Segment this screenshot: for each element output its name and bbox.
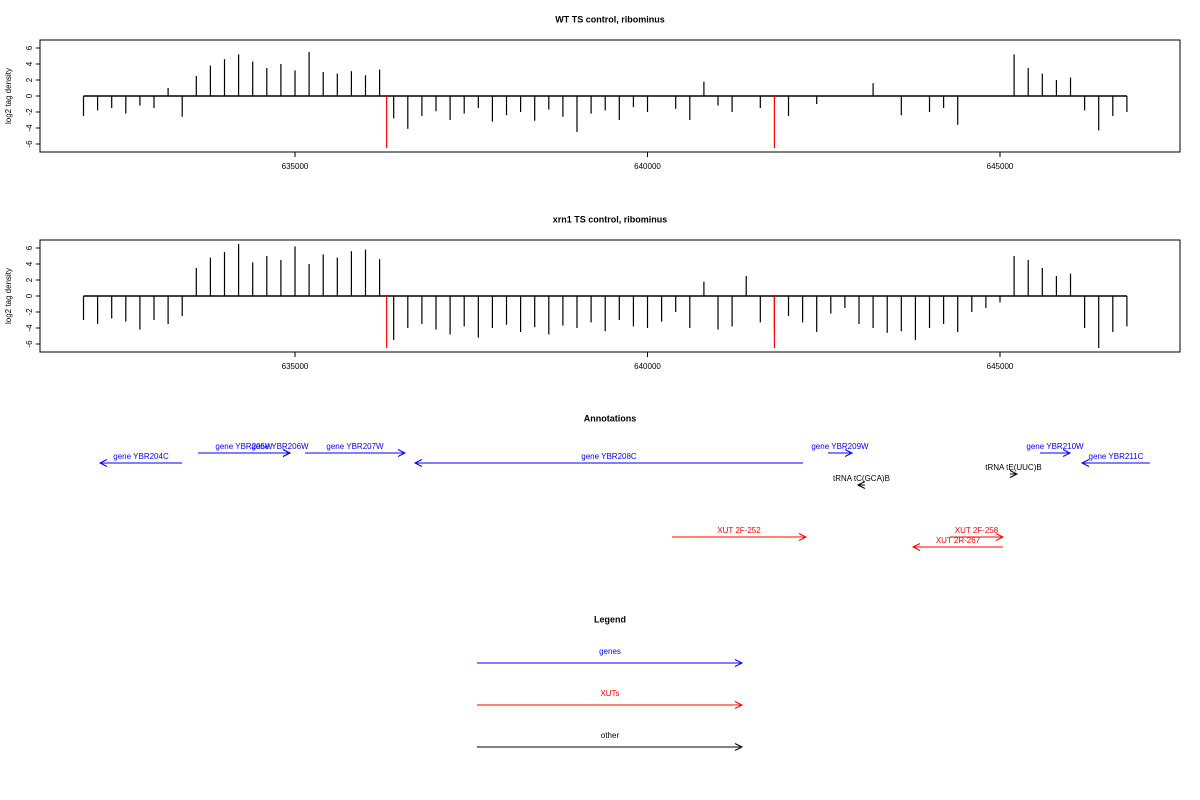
y-tick-label: -2	[25, 108, 34, 116]
feature-label: gene YBR205W	[215, 442, 273, 451]
y-tick-label: -6	[25, 340, 34, 348]
legend-label: XUTs	[600, 689, 619, 698]
chart-title: xrn1 TS control, ribominus	[553, 214, 668, 224]
feature-label: gene YBR204C	[113, 452, 169, 461]
annotations-title: Annotations	[584, 413, 637, 423]
y-tick-label: 4	[25, 61, 34, 66]
y-tick-label: 0	[25, 293, 34, 298]
feature-arrow	[305, 449, 407, 457]
feature-label: gene YBR208C	[581, 452, 637, 461]
feature-arrow	[413, 459, 803, 467]
feature-arrow	[856, 481, 866, 489]
y-axis-label: log2 tag density	[4, 268, 13, 324]
feature-label: gene YBR207W	[326, 442, 384, 451]
x-tick-label: 645000	[987, 162, 1014, 171]
y-tick-label: -4	[25, 124, 34, 132]
legend-title: Legend	[594, 614, 626, 624]
feature-label: tRNA tC(GCA)B	[833, 474, 890, 483]
y-tick-label: -4	[25, 324, 34, 332]
legend-arrow	[477, 743, 744, 751]
legend-arrow	[477, 701, 744, 709]
y-tick-label: -6	[25, 140, 34, 148]
feature-label: gene YBR210W	[1026, 442, 1084, 451]
y-tick-label: 6	[25, 245, 34, 250]
feature-arrow	[269, 449, 292, 457]
y-axis-label: log2 tag density	[4, 68, 13, 124]
feature-label: XUT 2F-252	[717, 526, 761, 535]
chart-title: WT TS control, ribominus	[555, 14, 665, 24]
feature-arrow	[98, 459, 182, 467]
x-tick-label: 635000	[282, 362, 309, 371]
y-tick-label: 2	[25, 77, 34, 82]
feature-arrow	[827, 449, 854, 457]
feature-arrow	[1080, 459, 1150, 467]
feature-label: gene YBR206W	[251, 442, 309, 451]
feature-label: tRNA tE(UUC)B	[985, 463, 1041, 472]
feature-arrow	[1039, 449, 1072, 457]
legend-label: other	[601, 731, 620, 740]
feature-arrow	[911, 543, 1003, 551]
legend-arrow	[477, 659, 744, 667]
x-tick-label: 640000	[634, 162, 661, 171]
feature-label: gene YBR209W	[811, 442, 869, 451]
y-tick-label: -2	[25, 308, 34, 316]
feature-label: XUT 2R-267	[936, 536, 981, 545]
feature-arrow	[1009, 470, 1019, 478]
y-tick-label: 0	[25, 93, 34, 98]
feature-arrow	[949, 533, 1005, 541]
y-tick-label: 4	[25, 261, 34, 266]
legend-label: genes	[599, 647, 621, 656]
feature-label: XUT 2F-258	[955, 526, 999, 535]
x-tick-label: 645000	[987, 362, 1014, 371]
feature-arrow	[671, 533, 808, 541]
y-tick-label: 6	[25, 45, 34, 50]
x-tick-label: 635000	[282, 162, 309, 171]
y-tick-label: 2	[25, 277, 34, 282]
feature-label: gene YBR211C	[1089, 452, 1144, 461]
x-tick-label: 640000	[634, 362, 661, 371]
